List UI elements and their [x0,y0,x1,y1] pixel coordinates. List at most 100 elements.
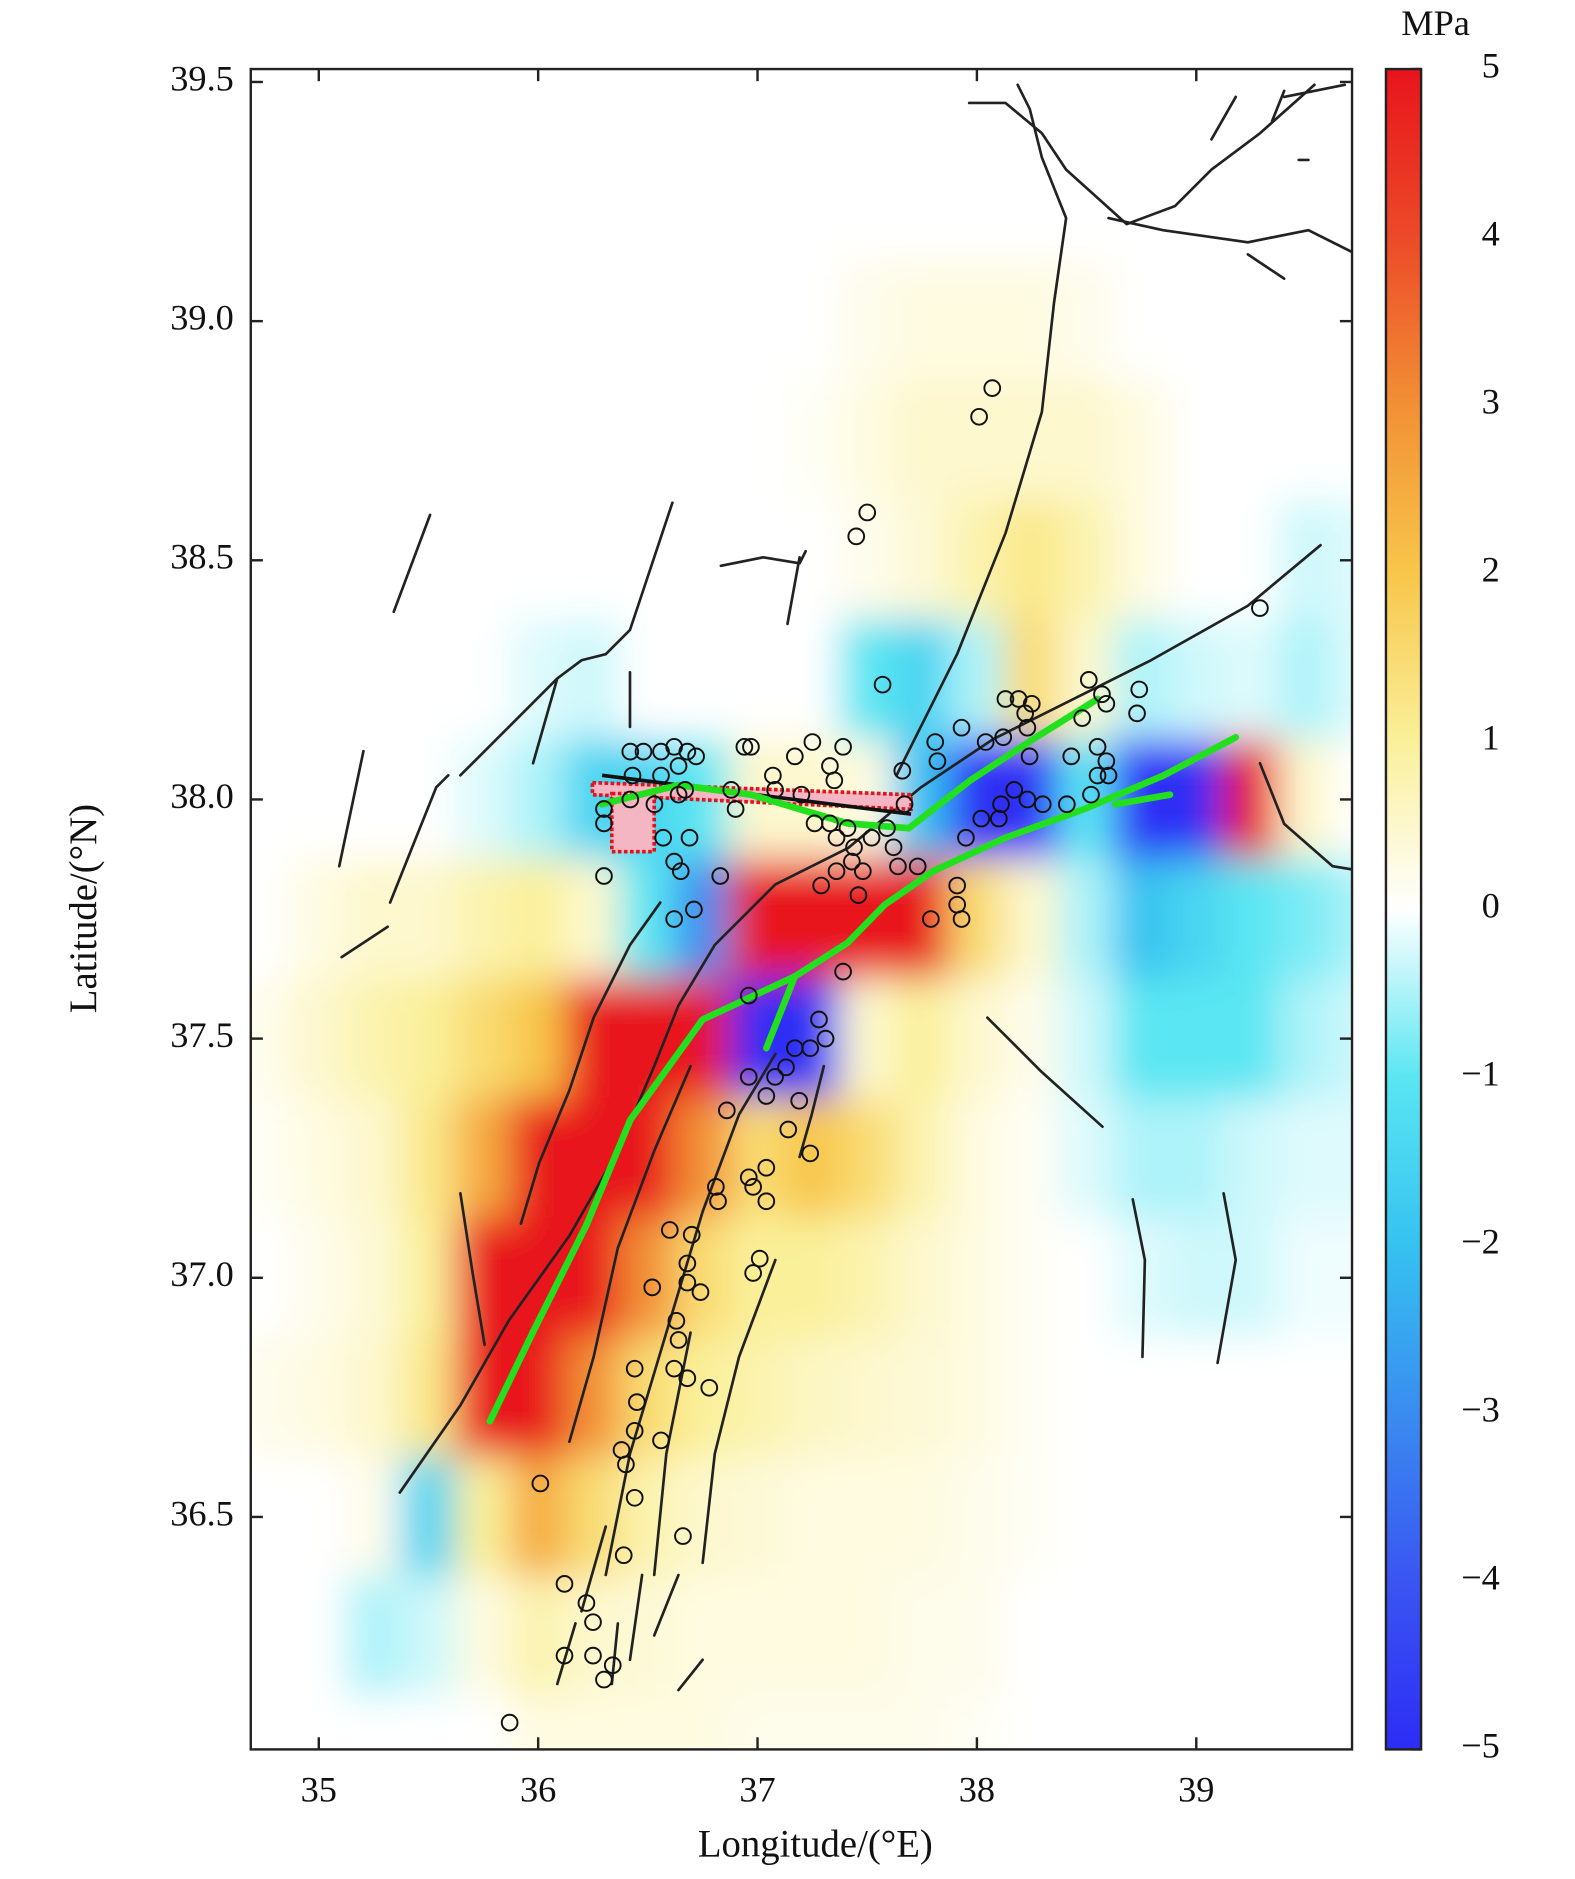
stress-cell [1223,858,1280,980]
aftershock [711,867,730,885]
aftershocks [500,379,1269,1732]
colorbar-title: MPa [1401,3,1470,43]
fault-line [1210,83,1347,280]
stress-cell [674,141,731,262]
stress-cell [455,499,512,621]
stress-cell [400,1217,457,1339]
stress-cell [1168,1336,1225,1458]
aftershock [678,1254,697,1273]
stress-cell [619,619,676,741]
aftershock [625,1421,644,1440]
stress-cell [619,1576,676,1697]
stress-cell [345,619,402,741]
x-tick-label: 36 [520,1769,556,1809]
stress-cell [1277,739,1334,860]
stress-cell [400,141,457,262]
stress-cell [784,1336,841,1458]
stress-cell [510,69,567,143]
aftershock [709,1192,727,1211]
stress-cell [250,1695,292,1750]
aftershock [603,1656,622,1675]
aftershock [739,1068,758,1086]
stress-cell [250,1576,292,1697]
stress-cell [948,260,1005,382]
stress-cell [564,380,622,502]
aftershock [634,742,653,761]
y-tick-label: 38.0 [170,776,234,816]
stress-cell [948,1456,1005,1578]
aftershock [847,527,866,546]
aftershock [667,1311,686,1330]
aftershock [726,800,745,818]
aftershock [757,1158,776,1177]
stress-cell [784,380,841,502]
stress-cell [948,69,1005,143]
stress-cell [1168,619,1225,741]
stress-cell [400,619,457,741]
stress-cell [1113,1695,1170,1750]
stress-cell [784,858,841,980]
aftershock [555,1646,574,1665]
aftershock [1005,781,1024,799]
fault-line [719,549,807,626]
stress-cell [1168,380,1225,502]
aftershock [948,876,967,895]
stress-cell [1003,1217,1060,1339]
stress-cell [510,739,567,860]
aftershock [1097,694,1116,713]
stress-cell [1113,978,1170,1100]
stress-cell [400,1336,457,1458]
stress-cell [510,1456,567,1578]
aftershock [1082,785,1100,804]
aftershock [996,690,1015,708]
aftershock [691,1283,710,1301]
aftershock [827,828,846,847]
stress-cell [1277,1097,1334,1219]
stress-cell [1003,858,1060,980]
stress-cell [290,619,347,741]
stress-cell [1223,739,1280,860]
stress-cell [345,380,402,502]
stress-cell [510,1576,567,1697]
stress-cell [345,1576,402,1697]
stress-cell [839,1695,896,1750]
x-tick-label: 35 [301,1769,337,1809]
aftershock [834,737,852,756]
stress-cell [1277,499,1334,621]
stress-cell [784,1456,841,1578]
fault-line [337,513,450,959]
aftershock [623,766,642,785]
stress-cell [839,260,896,382]
stress-cell [1113,69,1170,143]
stress-cell [839,499,896,621]
x-tick-label: 39 [1178,1769,1214,1809]
stress-cell [839,1097,896,1219]
stress-cell [729,1336,786,1458]
aftershock [577,1594,596,1612]
stress-cell [1113,619,1170,741]
aftershock [803,733,822,751]
x-axis-title: Longitude/(°E) [698,1822,933,1865]
aftershock [678,1369,697,1388]
stress-cell [1003,141,1060,262]
aftershock [678,742,697,761]
stress-cell [290,1097,347,1219]
stress-cell [839,1336,896,1458]
stress-cell [250,858,292,980]
aftershock [1130,680,1149,699]
colorbar-tick-label: 4 [1482,213,1500,253]
aftershock [952,910,971,928]
aftershock [873,675,892,694]
aftershock [862,828,881,847]
stress-cell [1223,1695,1280,1750]
stress-cell [1277,69,1334,143]
stress-cell [1113,1097,1170,1219]
aftershock [1033,795,1052,814]
y-tick-label: 38.5 [170,537,234,577]
stress-cell [1168,1217,1225,1339]
aftershock [792,785,811,804]
stress-cell [345,978,402,1100]
stress-cell [1223,260,1280,382]
stress-cell [674,858,731,980]
stress-cell [619,1456,676,1578]
